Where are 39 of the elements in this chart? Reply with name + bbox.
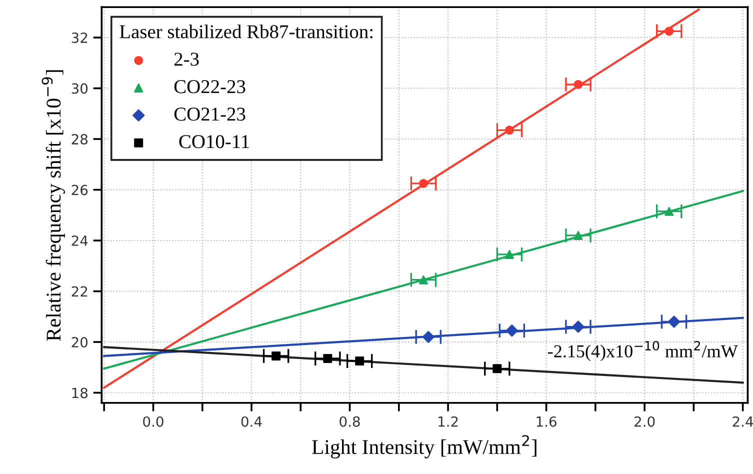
y-tick-label: 18 bbox=[72, 388, 88, 398]
y-tick-label: 32 bbox=[72, 32, 88, 44]
point bbox=[504, 250, 514, 259]
point bbox=[574, 80, 583, 89]
legend-label: CO22-23 bbox=[174, 80, 246, 94]
point bbox=[422, 330, 434, 344]
x-tick-label: 1.2 bbox=[438, 416, 458, 427]
point bbox=[664, 26, 674, 36]
point bbox=[492, 364, 502, 374]
point bbox=[504, 126, 514, 135]
x-tick-label: 0.4 bbox=[241, 416, 262, 427]
point bbox=[572, 320, 584, 333]
y-tick-label: 20 bbox=[72, 336, 88, 348]
legend-label: CO21-23 bbox=[174, 108, 246, 121]
point bbox=[418, 178, 428, 188]
x-tick-label: 0.0 bbox=[143, 416, 164, 427]
point bbox=[355, 356, 364, 366]
y-tick-label: 28 bbox=[72, 134, 88, 145]
y-tick-label: 26 bbox=[72, 184, 88, 196]
point bbox=[668, 316, 680, 328]
x-tick-label: 0.8 bbox=[340, 416, 360, 427]
x-tick-label: 1.6 bbox=[536, 416, 556, 427]
y-tick-label: 30 bbox=[72, 83, 88, 94]
annotation: -2.15(4)x10$^{−10}$ mm$^{2}$/mW bbox=[548, 340, 738, 362]
point bbox=[418, 275, 428, 284]
legend-label: 2-3 bbox=[174, 52, 199, 66]
legend-label: CO10-11 bbox=[179, 135, 249, 148]
point bbox=[664, 206, 674, 216]
point bbox=[574, 230, 583, 240]
point bbox=[272, 351, 281, 360]
x-tick-label: 2.0 bbox=[634, 416, 655, 427]
point bbox=[506, 324, 518, 337]
y-tick-label: 24 bbox=[72, 235, 88, 246]
y-tick-label: 22 bbox=[72, 286, 88, 297]
y-axis-title: Relative frequency shift [x10$^{−9}$] bbox=[42, 70, 65, 341]
x-tick-label: 2.4 bbox=[732, 416, 753, 427]
point bbox=[323, 354, 332, 363]
legend-title: Laser stabilized Rb87-transition: bbox=[120, 24, 372, 38]
x-axis-title: Light Intensity [mW/mm$^{2}$] bbox=[312, 435, 536, 458]
